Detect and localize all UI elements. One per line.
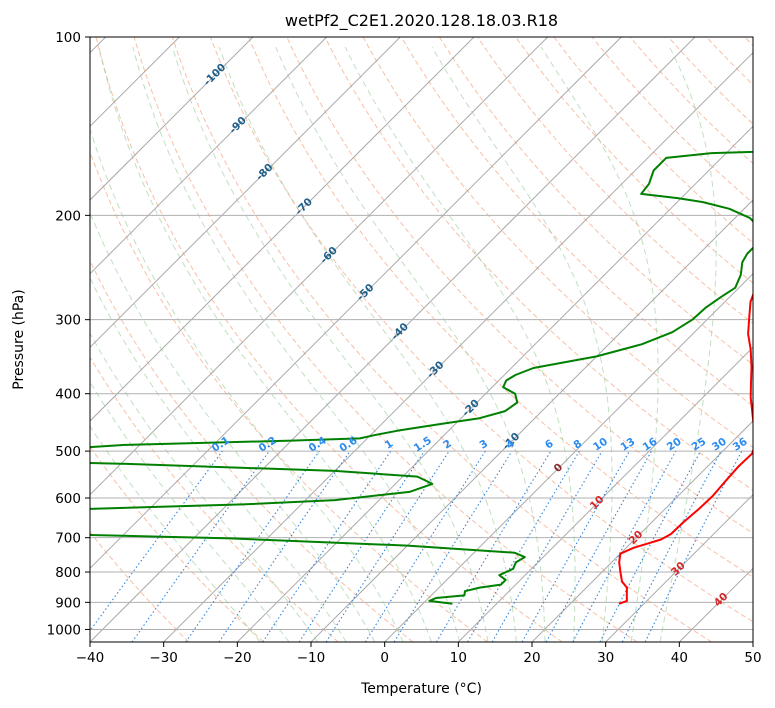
x-tick-label: −20 [223, 650, 252, 666]
isotherm-line [90, 37, 475, 422]
mixing-ratio-line [572, 450, 677, 642]
mixing-ratio-line [491, 450, 603, 642]
x-axis: −40 −30 −20 −10 0 10 20 30 40 50 [76, 642, 762, 666]
isotherm-line [90, 37, 328, 275]
moist-adiabat [171, 46, 489, 642]
dry-adiabat [133, 37, 638, 642]
mixing-ratio-line [185, 450, 320, 642]
moist-adiabat [90, 276, 347, 642]
mixing-ratio-line [90, 450, 223, 632]
temperature-line [618, 292, 753, 605]
plot-background [90, 37, 753, 642]
mixing-ratio-line [393, 450, 513, 642]
x-tick-label: −40 [76, 650, 105, 666]
y-axis-label: Pressure (hPa) [11, 289, 27, 389]
mixing-ratio-line [435, 450, 552, 642]
y-tick-label: 200 [55, 208, 81, 224]
isotherm-line [90, 37, 254, 201]
isotherm-line [163, 51, 753, 642]
dewpoint-line [90, 150, 753, 605]
dry-adiabat [286, 37, 753, 534]
isotherm-line [236, 125, 753, 642]
y-tick-label: 100 [55, 30, 81, 46]
x-tick-label: 0 [380, 650, 389, 666]
moist-adiabat [90, 127, 404, 642]
y-tick-label: 800 [55, 565, 81, 581]
dry-adiabat [591, 37, 753, 204]
y-tick-label: 900 [55, 595, 81, 611]
isotherm-line [90, 37, 622, 570]
dry-adiabat [400, 37, 753, 407]
x-tick-label: 20 [523, 650, 540, 666]
profile-lines [90, 150, 753, 605]
dry-adiabat [248, 37, 753, 578]
moist-adiabat [431, 46, 613, 642]
x-tick-label: 10 [450, 650, 467, 666]
moist-adiabat [275, 46, 546, 642]
x-tick-label: −30 [149, 650, 178, 666]
isotherm-line [531, 420, 753, 642]
moist-adiabat [344, 46, 576, 642]
mixing-ratio-line [218, 450, 351, 642]
y-tick-label: 400 [55, 387, 81, 403]
y-axis: 100 200 300 400 500 600 700 800 900 1000 [47, 30, 90, 638]
x-tick-label: −10 [297, 650, 326, 666]
moist-adiabat [98, 46, 432, 642]
dry-adiabat [95, 37, 563, 642]
isotherm-line [384, 272, 753, 642]
mixing-ratio-line [131, 450, 270, 642]
x-tick-label: 30 [597, 650, 614, 666]
dry-adiabat [477, 37, 753, 325]
chart-title: wetPf2_C2E1.2020.128.18.03.R18 [285, 11, 558, 31]
x-tick-label: 50 [744, 650, 761, 666]
mixing-ratio-line [545, 450, 653, 642]
moist-adiabat [659, 46, 717, 642]
moist-adiabat [90, 211, 376, 642]
mixing-ratio-line [521, 450, 630, 642]
dry-adiabat [553, 37, 753, 244]
isotherm-line [605, 493, 753, 642]
x-tick-label: 40 [671, 650, 688, 666]
dry-adiabat [438, 37, 753, 365]
dry-adiabat [90, 150, 488, 642]
isotherm-line [457, 346, 753, 642]
y-tick-label: 1000 [47, 622, 81, 638]
mixing-ratio-line [467, 450, 580, 642]
isotherm-line [90, 37, 696, 642]
isotherm-line [310, 199, 753, 642]
moist-adiabat [90, 332, 319, 642]
isotherm-line [90, 37, 401, 349]
y-tick-label: 600 [55, 491, 81, 507]
dry-adiabat [90, 531, 190, 642]
background-lines [90, 37, 753, 642]
y-tick-label: 300 [55, 313, 81, 329]
isotherm-line [90, 37, 549, 496]
moist-adiabat [90, 381, 290, 642]
dry-adiabat [324, 37, 753, 491]
y-tick-label: 500 [55, 444, 81, 460]
moist-adiabat [90, 425, 261, 642]
dry-adiabat [171, 37, 712, 642]
x-axis-label: Temperature (°C) [360, 681, 482, 697]
dry-adiabat [90, 356, 339, 642]
y-tick-label: 700 [55, 531, 81, 547]
plot-frame [89, 36, 754, 643]
moist-adiabat [540, 46, 659, 642]
dry-adiabat [210, 37, 753, 623]
